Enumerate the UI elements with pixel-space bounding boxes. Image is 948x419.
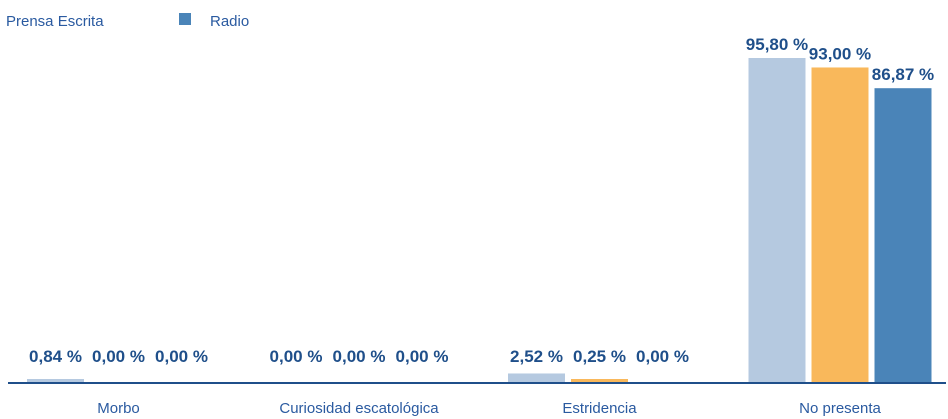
category-label-0: Morbo [97,400,140,417]
category-label-1: Curiosidad escatológica [279,400,439,417]
bars-group [27,58,932,383]
value-label-3-1: 93,00 % [809,44,871,63]
value-label-1-1: 0,00 % [333,347,386,366]
legend-swatch-radio [179,13,191,25]
bar-2-0 [508,373,565,382]
bar-3-0 [748,58,806,382]
legend: Prensa Escrita Radio [6,13,249,30]
value-label-2-0: 2,52 % [510,347,563,366]
value-label-3-2: 86,87 % [872,65,934,84]
bar-3-1 [811,67,869,382]
category-label-2: Estridencia [562,400,637,417]
value-label-2-2: 0,00 % [636,347,689,366]
legend-label-radio: Radio [210,13,249,30]
value-label-0-0: 0,84 % [29,347,82,366]
value-label-1-2: 0,00 % [396,347,449,366]
bar-0-0 [27,379,84,382]
value-labels-group: 0,84 % 0,00 % 0,00 % 0,00 % 0,00 % 0,00 % 2,52… [29,35,934,366]
bar-2-1 [571,379,628,382]
bar-3-2 [874,88,932,383]
value-label-0-2: 0,00 % [155,347,208,366]
category-labels-group: Morbo Curiosidad escatológica Estridencia N… [97,400,881,417]
category-label-3: No presenta [799,400,881,417]
value-label-0-1: 0,00 % [92,347,145,366]
value-label-1-0: 0,00 % [270,347,323,366]
legend-label-prensa-escrita: Prensa Escrita [6,13,104,30]
value-label-3-0: 95,80 % [746,35,808,54]
value-label-2-1: 0,25 % [573,347,626,366]
